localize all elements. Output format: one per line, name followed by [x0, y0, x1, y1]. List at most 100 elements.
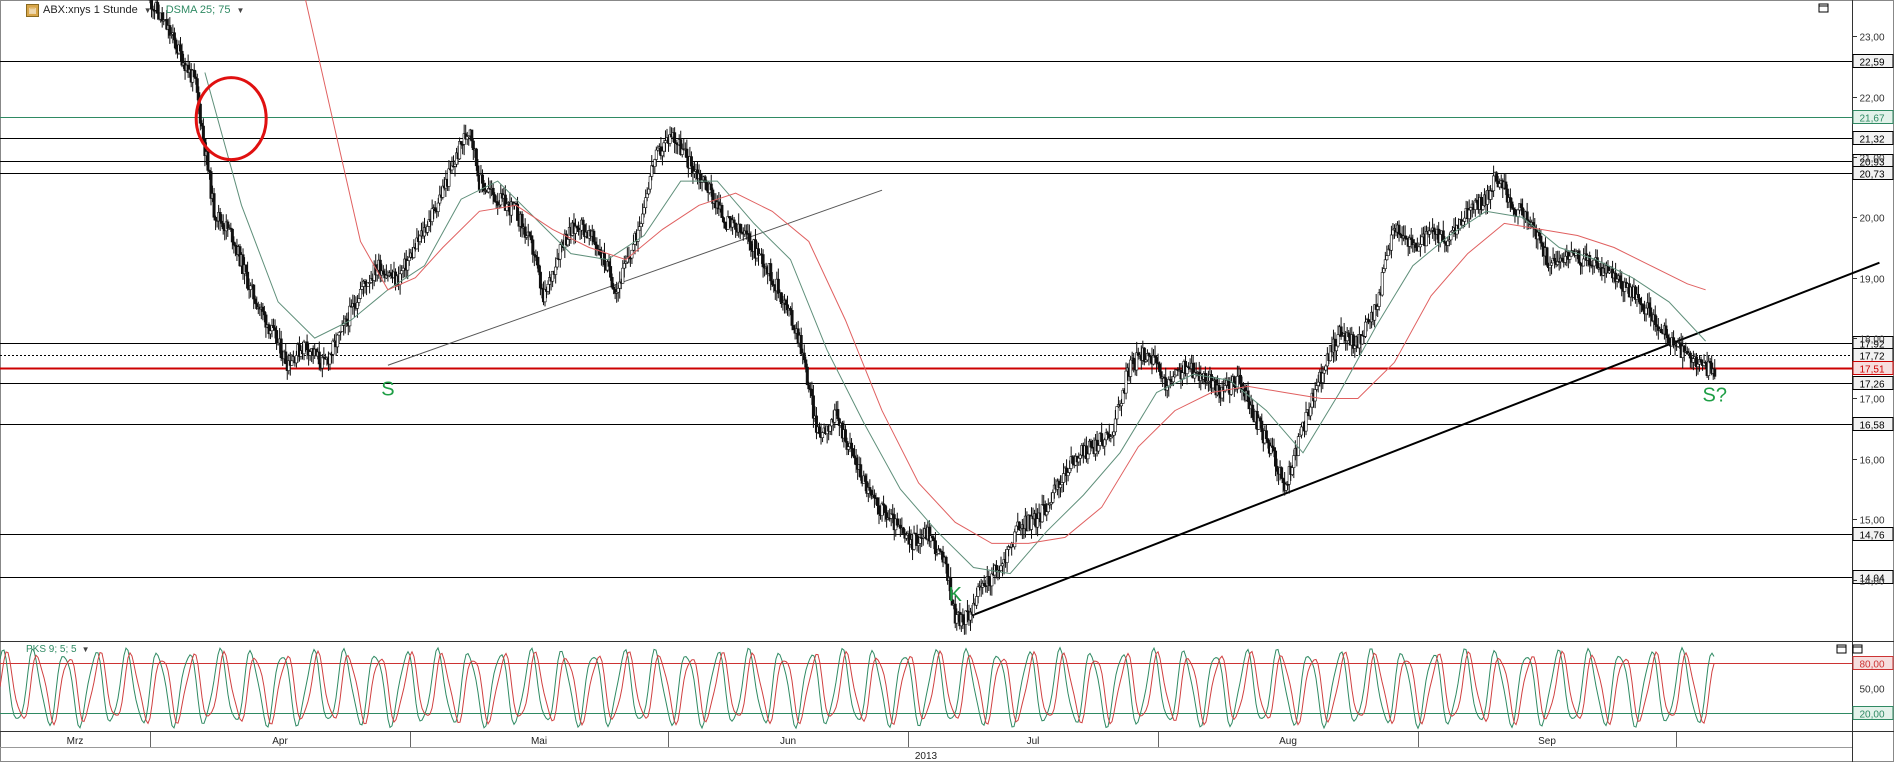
candle-body	[663, 143, 665, 151]
candle-body	[1549, 265, 1551, 268]
candle-body	[1325, 366, 1327, 370]
candle-body	[593, 231, 595, 242]
candle-body	[1322, 373, 1324, 382]
candle-body	[1006, 549, 1008, 562]
y-tick-label: 16,00	[1859, 456, 1884, 467]
candle-body	[291, 361, 293, 366]
candle-body	[1061, 482, 1063, 484]
candle-body	[664, 141, 666, 143]
candle-body	[1398, 225, 1400, 234]
candle-body	[608, 262, 610, 267]
candle-body	[1621, 281, 1623, 289]
candle-body	[1654, 315, 1656, 325]
candle-body	[1172, 377, 1174, 382]
candle-body	[477, 166, 479, 176]
osc-tick-label: 80,00	[1859, 660, 1884, 671]
candle-body	[1593, 260, 1595, 266]
candle-body	[1608, 271, 1610, 273]
candle-body	[1052, 493, 1054, 503]
candle-body	[1639, 298, 1641, 304]
candle-body	[983, 583, 985, 585]
candle-body	[521, 214, 523, 228]
candle-body	[1489, 191, 1491, 200]
level-label: 21,32	[1859, 135, 1884, 146]
candle-body	[1059, 485, 1061, 488]
candle-body	[638, 227, 640, 231]
candle-body	[1463, 218, 1465, 221]
candle-body	[792, 325, 794, 329]
candles	[149, 0, 1716, 635]
candle-body	[173, 33, 175, 40]
candle-body	[1561, 258, 1563, 261]
indicator-label[interactable]: DSMA 25; 75	[166, 4, 231, 16]
candle-body	[1642, 305, 1644, 311]
candle-body	[622, 268, 624, 283]
candle-body	[547, 284, 549, 291]
candle-body	[1274, 451, 1276, 466]
close-panel-icon[interactable]	[1853, 645, 1862, 653]
oscillator-dropdown-icon[interactable]: ▼	[82, 645, 90, 654]
candle-body	[1305, 412, 1307, 431]
candle-body	[821, 433, 823, 438]
candle-body	[818, 427, 820, 434]
candle-body	[644, 198, 646, 208]
candle-body	[673, 133, 675, 143]
candle-body	[1492, 176, 1494, 191]
annotation-label: S	[381, 378, 394, 400]
candle-body	[1541, 243, 1543, 246]
sma-slow-line	[306, 0, 1706, 543]
level-label: 17,51	[1859, 365, 1884, 376]
candle-body	[231, 229, 233, 242]
y-tick-label: 22,00	[1859, 94, 1884, 105]
candle-body	[1212, 381, 1214, 388]
candle-body	[722, 218, 724, 222]
candle-body	[750, 241, 752, 249]
candle-body	[1538, 232, 1540, 236]
candle-body	[829, 426, 831, 431]
candle-body	[1546, 248, 1548, 266]
candle-body	[1526, 212, 1528, 221]
level-label: 20,73	[1859, 170, 1884, 181]
candle-body	[336, 335, 338, 347]
candle-body	[1116, 407, 1118, 419]
candle-body	[1505, 182, 1507, 189]
candle-body	[1390, 235, 1392, 250]
candle-body	[733, 220, 735, 223]
oscillator-header: PKS 9; 5; 5 ▼	[26, 644, 90, 655]
candle-body	[596, 245, 598, 250]
candle-body	[1090, 441, 1092, 447]
oscillator-label[interactable]: PKS 9; 5; 5	[26, 644, 77, 655]
candle-body	[806, 367, 808, 385]
candle-body	[358, 298, 360, 302]
maximize-icon[interactable]	[1819, 4, 1828, 12]
candle-body	[1087, 454, 1089, 459]
candle-body	[852, 448, 854, 455]
candle-body	[359, 289, 361, 298]
candle-body	[1120, 403, 1122, 405]
candle-body	[1468, 210, 1470, 219]
candle-body	[1155, 357, 1157, 362]
candle-body	[1132, 358, 1134, 364]
candle-body	[434, 208, 436, 211]
candle-body	[1447, 241, 1449, 245]
candle-body	[582, 220, 584, 224]
candle-body	[1047, 505, 1049, 512]
level-label: 17,26	[1859, 380, 1884, 391]
candle-body	[356, 302, 358, 308]
symbol-label[interactable]: ABX:xnys 1 Stunde	[43, 4, 138, 16]
restore-icon[interactable]	[1837, 645, 1846, 653]
candle-body	[859, 465, 861, 478]
candle-body	[1097, 446, 1099, 452]
candle-body	[1433, 228, 1435, 232]
candle-body	[1265, 431, 1267, 439]
symbol-icon[interactable]: ▤	[26, 4, 39, 17]
symbol-dropdown-icon[interactable]: ▼	[144, 6, 152, 15]
candle-body	[1578, 251, 1580, 264]
month-label: Jul	[1027, 736, 1040, 747]
candle-body	[1482, 206, 1484, 210]
indicator-dropdown-icon[interactable]: ▼	[237, 6, 245, 15]
candle-body	[1282, 478, 1284, 482]
candle-body	[454, 164, 456, 166]
